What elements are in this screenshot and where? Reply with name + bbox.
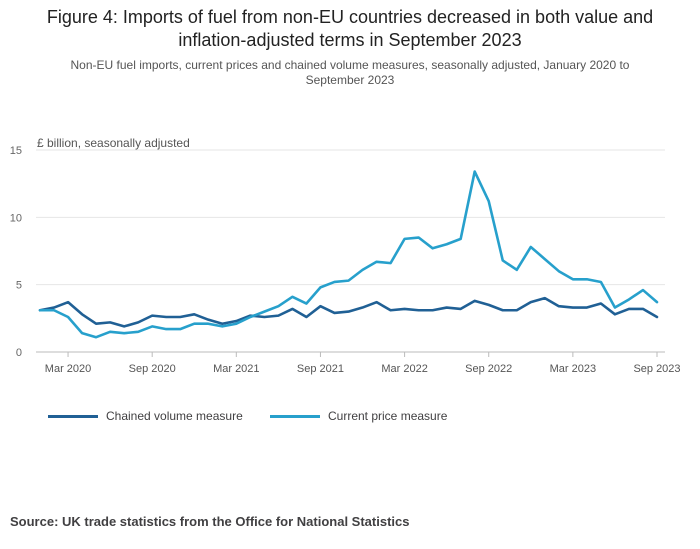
series <box>38 170 659 339</box>
y-tick-label: 0 <box>16 347 22 359</box>
legend-swatch-current <box>270 414 320 418</box>
x-tick-label: Sep 2020 <box>129 363 176 375</box>
y-axis: 0 5 10 15 <box>10 145 22 359</box>
chart-subtitle: Non-EU fuel imports, current prices and … <box>70 58 630 87</box>
source-note: Source: UK trade statistics from the Off… <box>10 514 410 529</box>
x-tick-label: Sep 2022 <box>465 363 512 375</box>
x-tick-label: Sep 2023 <box>633 363 680 375</box>
series-line-current-price <box>38 170 659 339</box>
legend: Chained volume measure Current price mea… <box>48 409 648 425</box>
x-tick-label: Sep 2021 <box>297 363 344 375</box>
y-axis-title: £ billion, seasonally adjusted <box>37 136 190 150</box>
legend-item-chained: Chained volume measure <box>48 409 243 423</box>
legend-swatch-chained <box>48 414 98 418</box>
y-tick-label: 5 <box>16 280 22 292</box>
x-tick-label: Mar 2022 <box>381 363 427 375</box>
line-chart: £ billion, seasonally adjusted 0 5 10 15 Ma… <box>10 136 681 375</box>
legend-label-current: Current price measure <box>328 409 448 423</box>
legend-label-chained: Chained volume measure <box>106 409 243 423</box>
chart-title: Figure 4: Imports of fuel from non-EU co… <box>46 7 654 50</box>
y-tick-label: 15 <box>10 145 22 157</box>
grid-lines <box>36 149 665 286</box>
x-tick-label: Mar 2023 <box>550 363 596 375</box>
x-tick-label: Mar 2020 <box>45 363 91 375</box>
legend-item-current: Current price measure <box>270 409 447 423</box>
x-tick-label: Mar 2021 <box>213 363 259 375</box>
y-tick-label: 10 <box>10 212 22 224</box>
x-axis-labels: Mar 2020 Sep 2020 Mar 2021 Sep 2021 Mar 2022… <box>45 352 681 375</box>
series-line-chained-volume <box>38 296 659 328</box>
